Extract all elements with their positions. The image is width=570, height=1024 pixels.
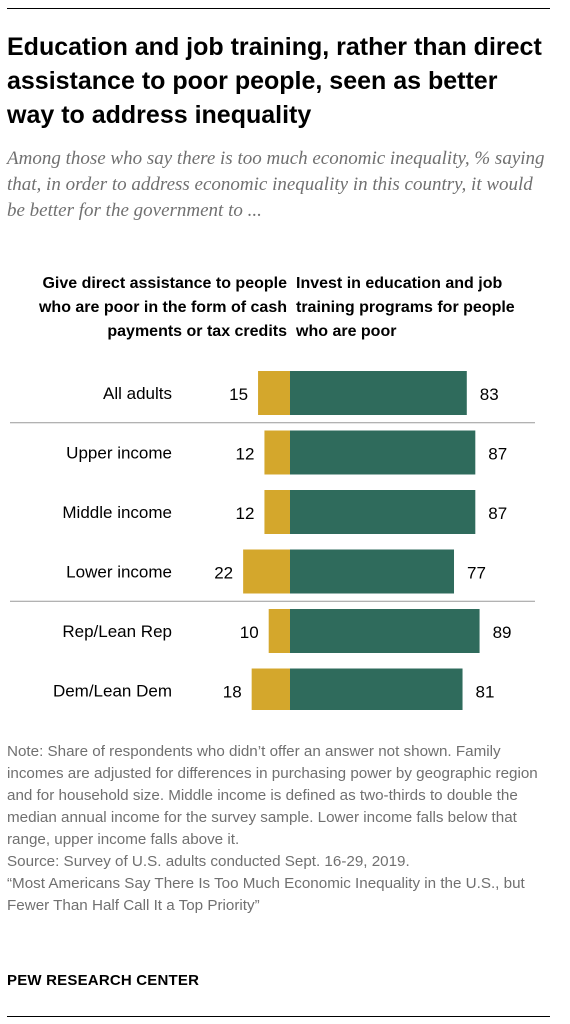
legend-direct-assistance: Give direct assistance to people who are… bbox=[38, 275, 287, 340]
bar-education-training bbox=[290, 549, 455, 594]
value-label-direct-assistance: 22 bbox=[214, 564, 233, 583]
category-label: Upper income bbox=[66, 444, 172, 463]
value-label-direct-assistance: 18 bbox=[223, 683, 242, 702]
report-title: “Most Americans Say There Is Too Much Ec… bbox=[7, 875, 525, 914]
category-label: Lower income bbox=[66, 563, 172, 582]
bar-direct-assistance bbox=[251, 668, 290, 710]
category-label: Rep/Lean Rep bbox=[62, 622, 172, 641]
bar-direct-assistance bbox=[264, 490, 290, 534]
value-label-education-training: 77 bbox=[467, 564, 486, 583]
chart-title: Education and job training, rather than … bbox=[7, 33, 542, 129]
note-text: Note: Share of respondents who didn’t of… bbox=[7, 743, 538, 848]
bar-education-training bbox=[290, 490, 476, 534]
value-label-direct-assistance: 10 bbox=[240, 623, 259, 642]
chart-subtitle: Among those who say there is too much ec… bbox=[7, 148, 545, 221]
value-label-direct-assistance: 15 bbox=[229, 385, 248, 404]
category-label: Dem/Lean Dem bbox=[53, 682, 172, 701]
pew-logo-text: PEW RESEARCH CENTER bbox=[7, 972, 200, 989]
legend-education-training: Invest in education and job training pro… bbox=[296, 275, 515, 340]
value-label-direct-assistance: 12 bbox=[236, 504, 255, 523]
bar-direct-assistance bbox=[258, 371, 290, 415]
value-label-education-training: 87 bbox=[488, 445, 507, 464]
bar-direct-assistance bbox=[268, 609, 290, 653]
bar-education-training bbox=[290, 668, 463, 710]
category-label: All adults bbox=[103, 384, 172, 403]
bar-education-training bbox=[290, 609, 480, 653]
bottom-rule bbox=[7, 1016, 550, 1017]
value-label-education-training: 87 bbox=[488, 504, 507, 523]
value-label-direct-assistance: 12 bbox=[236, 445, 255, 464]
bar-direct-assistance bbox=[264, 430, 290, 475]
value-label-education-training: 81 bbox=[476, 683, 495, 702]
notes-block: Note: Share of respondents who didn’t of… bbox=[7, 741, 552, 917]
source-text: Source: Survey of U.S. adults conducted … bbox=[7, 853, 410, 870]
value-label-education-training: 89 bbox=[493, 623, 512, 642]
top-rule bbox=[7, 8, 550, 9]
value-label-education-training: 83 bbox=[480, 385, 499, 404]
category-label: Middle income bbox=[62, 503, 172, 522]
bar-education-training bbox=[290, 371, 467, 415]
bar-chart: All adults 15 83 Upper income 12 87 Middle inc… bbox=[10, 371, 535, 710]
bar-education-training bbox=[290, 430, 476, 475]
bar-direct-assistance bbox=[243, 549, 290, 594]
